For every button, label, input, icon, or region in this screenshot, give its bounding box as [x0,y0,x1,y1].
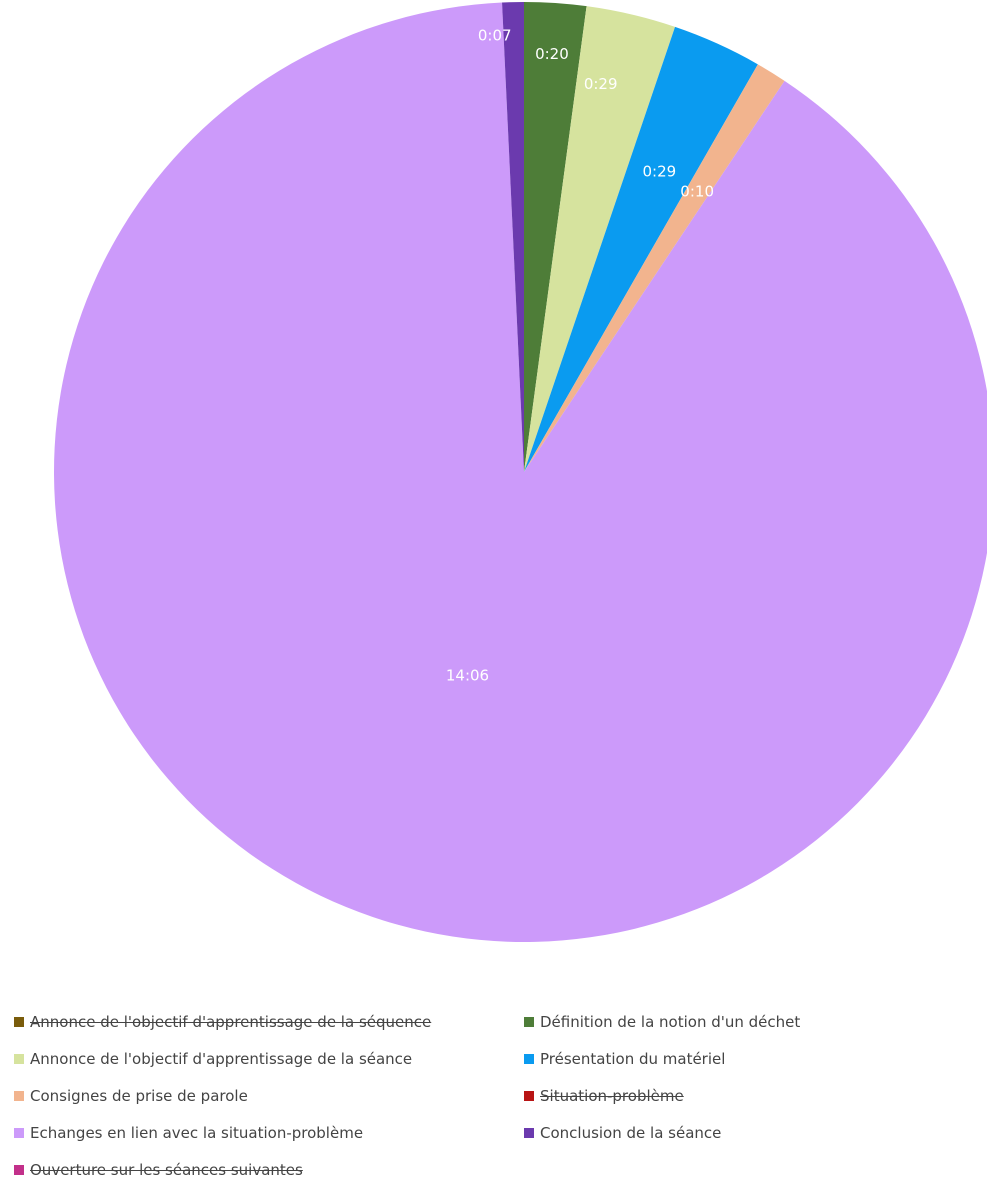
legend-label: Echanges en lien avec la situation-probl… [30,1124,364,1142]
pie-data-label: 0:29 [584,75,618,93]
legend-item: Situation-problème [524,1086,944,1106]
legend-swatch [524,1091,534,1101]
pie-slice [524,64,785,473]
legend-item: Annonce de l'objectif d'apprentissage de… [14,1049,524,1069]
legend-item: Consignes de prise de parole [14,1086,524,1106]
pie-data-label: 0:29 [643,163,677,181]
legend-item: Annonce de l'objectif d'apprentissage de… [14,1012,524,1032]
pie-data-label: 0:20 [535,45,569,63]
legend-label: Consignes de prise de parole [30,1087,248,1105]
legend-swatch [14,1128,24,1138]
legend-label: Situation-problème [540,1087,684,1105]
legend-label: Définition de la notion d'un déchet [540,1013,801,1031]
legend-item: Présentation du matériel [524,1049,944,1069]
pie-slice [524,6,676,472]
pie-data-label: 0:10 [680,183,714,201]
legend-label: Ouverture sur les séances suivantes [30,1161,303,1179]
legend: Annonce de l'objectif d'apprentissage de… [14,1012,974,1180]
legend-swatch [14,1054,24,1064]
legend-swatch [524,1054,534,1064]
legend-swatch [524,1017,534,1027]
pie-data-label: 0:07 [478,26,512,44]
pie-data-label: 14:06 [446,666,489,684]
legend-label: Conclusion de la séance [540,1124,722,1142]
legend-label: Présentation du matériel [540,1050,726,1068]
pie-slice [524,26,758,472]
legend-item: Conclusion de la séance [524,1123,944,1143]
legend-swatch [14,1091,24,1101]
legend-swatch [524,1128,534,1138]
legend-item: Echanges en lien avec la situation-probl… [14,1123,524,1143]
pie-slices [54,2,987,942]
pie-slice [54,2,987,942]
legend-swatch [14,1165,24,1175]
pie-slice [502,2,524,472]
legend-item: Ouverture sur les séances suivantes [14,1160,524,1180]
pie-slice [524,2,587,472]
legend-label: Annonce de l'objectif d'apprentissage de… [30,1013,432,1031]
legend-swatch [14,1017,24,1027]
legend-item: Définition de la notion d'un déchet [524,1012,944,1032]
legend-label: Annonce de l'objectif d'apprentissage de… [30,1050,413,1068]
